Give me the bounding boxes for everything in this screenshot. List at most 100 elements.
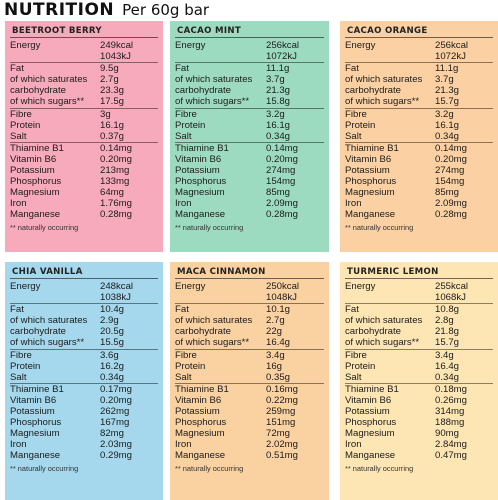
- nutrient-label: Fibre: [345, 349, 367, 361]
- nutrient-row: Thiamine B1 0.14mg: [10, 143, 158, 154]
- card-title: TURMERIC LEMON: [345, 266, 493, 279]
- nutrient-value: 16g: [266, 360, 283, 372]
- nutrient-row: of which sugars** 15.8g: [175, 96, 324, 109]
- nutrient-label: Vitamin B6: [175, 394, 222, 406]
- nutrient-value: 16.1g: [100, 119, 125, 131]
- nutrient-label: Energy: [10, 40, 41, 51]
- nutrient-value: 2.03mg: [100, 439, 132, 451]
- nutrient-label: Manganese: [175, 450, 226, 462]
- nutrient-value: 3.2g: [435, 108, 454, 120]
- nutrient-label: carbohydrate: [345, 85, 401, 97]
- nutrient-value: 0.29mg: [100, 450, 132, 462]
- nutrient-row: of which saturates 2.8g: [345, 315, 493, 326]
- nutrient-value: 10.8g: [435, 304, 460, 316]
- nutrient-label: Manganese: [175, 209, 226, 221]
- nutrient-row: Potassium 274mg: [345, 165, 493, 176]
- nutrient-value: 2.7g: [100, 74, 119, 86]
- nutrient-label: Fibre: [175, 108, 197, 120]
- energy-kcal: 256kcal: [266, 40, 300, 51]
- nutrient-row: Protein 16.4g: [345, 361, 493, 372]
- nutrient-value: 21.3g: [435, 85, 460, 97]
- nutrient-label: carbohydrate: [175, 85, 231, 97]
- nutrient-label: Potassium: [345, 406, 390, 418]
- nutrient-row: Phosphorus 151mg: [175, 417, 324, 428]
- nutrient-row: Salt 0.34g: [175, 131, 324, 143]
- nutrient-value: 0.14mg: [266, 142, 298, 154]
- nutrient-label: carbohydrate: [175, 326, 231, 338]
- nutrient-label: Iron: [345, 439, 362, 451]
- nutrient-label: Fat: [345, 304, 359, 316]
- nutrient-label: Phosphorus: [10, 176, 62, 188]
- footnote: ** naturally occurring: [10, 463, 79, 473]
- nutrient-label: of which saturates: [175, 74, 253, 86]
- nutrient-value: 0.20mg: [435, 153, 467, 165]
- nutrient-label: Potassium: [175, 165, 220, 177]
- nutrient-label: Fat: [175, 63, 189, 75]
- energy-kcal: 250kcal: [266, 281, 300, 292]
- nutrient-row: carbohydrate 21.3g: [345, 85, 493, 96]
- nutrient-row: Vitamin B6 0.20mg: [345, 154, 493, 165]
- nutrient-label: of which saturates: [345, 315, 423, 327]
- card-title: CHIA VANILLA: [10, 266, 158, 279]
- nutrient-label: Thiamine B1: [10, 383, 64, 395]
- nutrient-value: 0.34g: [435, 371, 460, 383]
- energy-kj: 1038kJ: [100, 292, 131, 304]
- nutrient-row: of which sugars** 15.7g: [345, 337, 493, 350]
- nutrient-row: Protein 16.1g: [175, 120, 324, 131]
- nutrient-label: Fibre: [10, 108, 32, 120]
- nutrient-value: 16.4g: [266, 337, 291, 349]
- nutrient-row: Magnesium 72mg: [175, 428, 324, 439]
- nutrient-label: Salt: [10, 130, 27, 142]
- nutrient-value: 15.5g: [100, 337, 125, 349]
- nutrient-label: of which sugars**: [10, 96, 85, 108]
- nutrient-row: Magnesium 85mg: [175, 187, 324, 198]
- nutrient-value: 0.17mg: [100, 383, 132, 395]
- nutrient-value: 2.7g: [266, 315, 285, 327]
- nutrient-row: Phosphorus 154mg: [175, 176, 324, 187]
- nutrient-row: of which saturates 3.7g: [175, 74, 324, 85]
- nutrient-label: Iron: [10, 198, 27, 210]
- nutrient-value: 23.3g: [100, 85, 125, 97]
- nutrient-row: Vitamin B6 0.22mg: [175, 395, 324, 406]
- nutrition-card: TURMERIC LEMON Energy 255kcal 1068kJ Fat…: [340, 262, 498, 500]
- nutrient-row: Iron 2.09mg: [345, 198, 493, 209]
- nutrient-value: 0.47mg: [435, 450, 467, 462]
- nutrient-value: 64mg: [100, 187, 124, 199]
- energy-kj: 1072kJ: [266, 51, 297, 63]
- nutrient-label: Iron: [175, 439, 192, 451]
- nutrient-label: of which saturates: [10, 315, 88, 327]
- energy-kcal: 256kcal: [435, 40, 469, 51]
- nutrient-label: Magnesium: [345, 428, 395, 440]
- nutrient-row: Fat 11.1g: [175, 63, 324, 74]
- nutrient-row: carbohydrate 22g: [175, 326, 324, 337]
- nutrient-label: Magnesium: [175, 187, 225, 199]
- nutrient-row: Phosphorus 133mg: [10, 176, 158, 187]
- nutrient-row: Fibre 3.2g: [175, 109, 324, 120]
- nutrient-row: Salt 0.34g: [10, 372, 158, 384]
- nutrition-card: BEETROOT BERRY Energy 249kcal 1043kJ Fat…: [5, 21, 163, 252]
- nutrient-label: Protein: [10, 360, 41, 372]
- nutrient-row: of which saturates 2.7g: [175, 315, 324, 326]
- nutrient-value: 262mg: [100, 406, 130, 418]
- nutrient-value: 11.1g: [266, 63, 290, 75]
- nutrient-value: 0.51mg: [266, 450, 298, 462]
- nutrient-label: Protein: [345, 119, 376, 131]
- nutrient-label: Magnesium: [10, 428, 60, 440]
- nutrient-label: Vitamin B6: [345, 153, 392, 165]
- nutrient-label: Phosphorus: [10, 417, 62, 429]
- nutrient-row: Iron 2.84mg: [345, 439, 493, 450]
- card-title: CACAO ORANGE: [345, 25, 493, 38]
- nutrient-row: Manganese 0.28mg: [345, 209, 493, 220]
- nutrient-label: Energy: [175, 40, 206, 51]
- nutrient-value: 85mg: [266, 187, 290, 199]
- nutrient-row: Magnesium 82mg: [10, 428, 158, 439]
- nutrition-card: MACA CINNAMON Energy 250kcal 1048kJ Fat …: [170, 262, 329, 500]
- nutrient-row: of which sugars** 17.5g: [10, 96, 158, 109]
- footnote: ** naturally occurring: [10, 222, 79, 232]
- nutrient-value: 16.4g: [435, 360, 460, 372]
- nutrient-row: Thiamine B1 0.14mg: [175, 143, 324, 154]
- nutrient-row: Protein 16g: [175, 361, 324, 372]
- nutrient-value: 3.7g: [266, 74, 285, 86]
- nutrient-label: Salt: [345, 130, 362, 142]
- energy-row: Energy 248kcal 1038kJ: [10, 281, 158, 305]
